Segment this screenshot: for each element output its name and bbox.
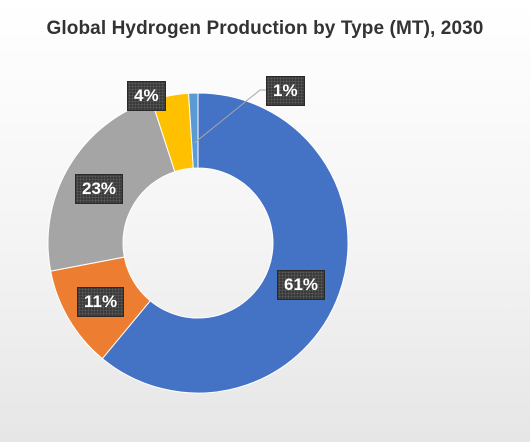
data-label-5: 1% <box>266 76 305 106</box>
leader-line-5 <box>193 89 266 144</box>
donut-slice-5 <box>188 92 199 169</box>
data-label-2: 11% <box>77 287 125 317</box>
chart-title: Global Hydrogen Production by Type (MT),… <box>46 18 484 39</box>
data-label-1: 61% <box>277 270 326 300</box>
donut-slice-1 <box>101 92 349 394</box>
data-label-3: 23% <box>75 174 124 204</box>
data-label-4: 4% <box>127 81 166 111</box>
